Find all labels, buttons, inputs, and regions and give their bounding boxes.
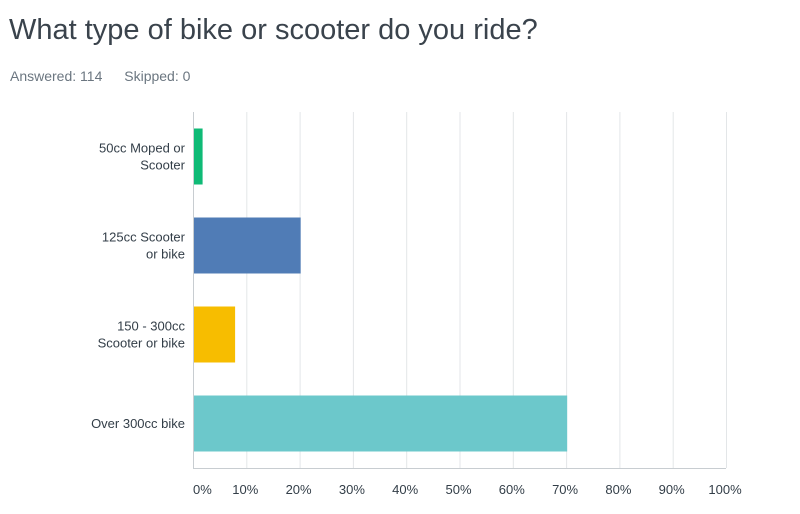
category-label-1: 125cc Scooter or bike bbox=[102, 230, 186, 262]
category-label-line: 50cc Moped or bbox=[99, 141, 186, 156]
x-tick-label-20: 20% bbox=[286, 482, 312, 497]
response-stats: Answered: 114 Skipped: 0 bbox=[10, 68, 190, 84]
category-labels: 50cc Moped or Scooter 125cc Scooter or bike… bbox=[91, 141, 186, 432]
category-label-line: Scooter bbox=[140, 158, 185, 173]
x-tick-label-90: 90% bbox=[659, 482, 685, 497]
category-label-line: 150 - 300cc bbox=[117, 319, 185, 334]
category-label-line: 125cc Scooter bbox=[102, 230, 186, 245]
category-label-2: 150 - 300cc Scooter or bike bbox=[98, 319, 186, 351]
bar-3[interactable] bbox=[194, 395, 568, 452]
category-label-0: 50cc Moped or Scooter bbox=[99, 141, 186, 173]
x-tick-label-60: 60% bbox=[499, 482, 525, 497]
axes bbox=[193, 112, 726, 469]
x-tick-label-40: 40% bbox=[392, 482, 418, 497]
category-label-line: or bike bbox=[146, 247, 185, 262]
x-tick-label-30: 30% bbox=[339, 482, 365, 497]
x-tick-label-0: 0% bbox=[193, 482, 212, 497]
x-tick-label-70: 70% bbox=[552, 482, 578, 497]
answered-count: Answered: 114 bbox=[10, 68, 103, 84]
bar-0[interactable] bbox=[194, 128, 203, 185]
x-tick-labels: 0% 10% 20% 30% 40% 50% 60% 70% 80% 90% 100% bbox=[193, 482, 742, 497]
skipped-count: Skipped: 0 bbox=[124, 68, 191, 84]
category-label-line: Over 300cc bike bbox=[91, 416, 185, 431]
bar-1[interactable] bbox=[194, 217, 301, 274]
question-title: What type of bike or scooter do you ride… bbox=[9, 14, 538, 46]
bars bbox=[194, 128, 568, 452]
category-label-line: Scooter or bike bbox=[98, 336, 185, 351]
bar-2[interactable] bbox=[194, 306, 236, 363]
x-tick-label-10: 10% bbox=[232, 482, 258, 497]
x-tick-label-50: 50% bbox=[445, 482, 471, 497]
x-tick-label-80: 80% bbox=[605, 482, 631, 497]
category-label-3: Over 300cc bike bbox=[91, 416, 185, 431]
x-tick-label-100: 100% bbox=[708, 482, 742, 497]
